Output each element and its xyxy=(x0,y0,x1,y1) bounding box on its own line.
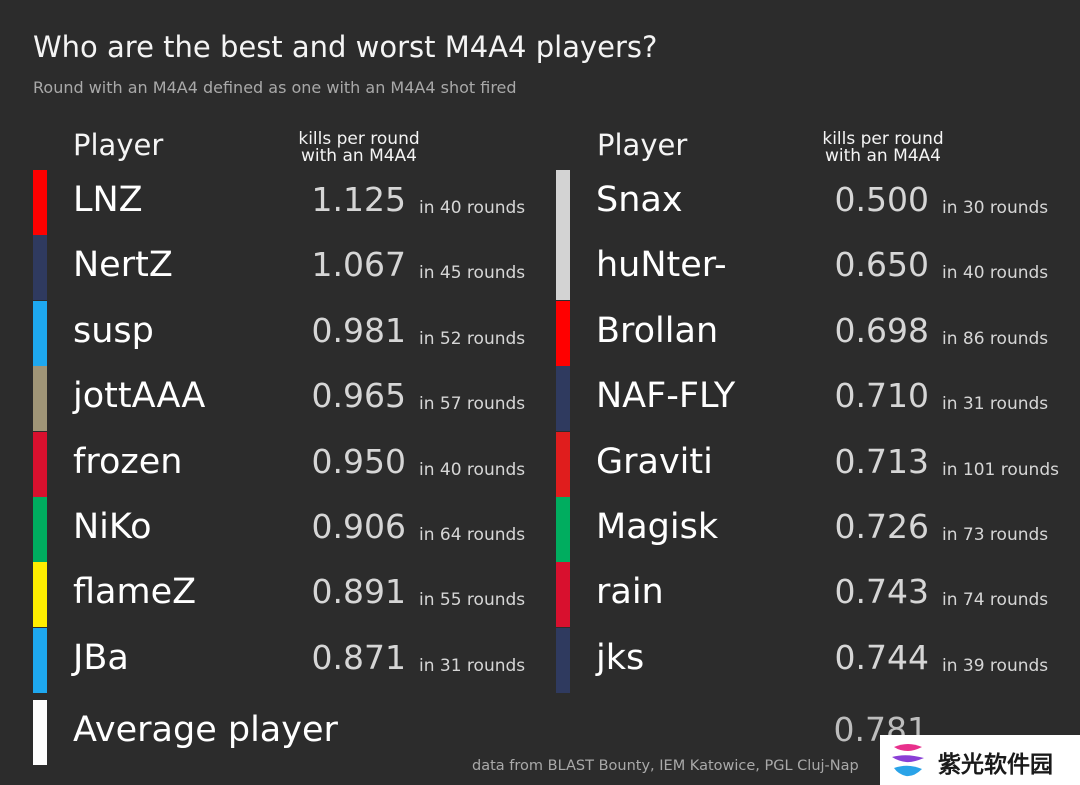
watermark-text: 紫光软件园 xyxy=(938,752,1053,778)
best-color-swatch xyxy=(33,562,47,628)
best-player-name: flameZ xyxy=(73,572,197,613)
best-rounds-count: in 55 rounds xyxy=(419,590,526,611)
best-rounds-count: in 45 rounds xyxy=(419,263,526,284)
worst-rounds-count: in 31 rounds xyxy=(942,394,1049,415)
worst-kills-per-round: 0.726 xyxy=(834,507,929,546)
worst-kills-per-round: 0.710 xyxy=(834,376,929,416)
best-player-name: jottAAA xyxy=(73,376,206,417)
best-row: NertZ 1.067 in 45 rounds xyxy=(33,235,543,301)
worst-rounds-count: in 101 rounds xyxy=(942,459,1059,480)
worst-player-name: Graviti xyxy=(596,441,713,482)
worst-kills-per-round: 0.650 xyxy=(834,245,929,285)
best-color-swatch xyxy=(33,235,47,301)
worst-player-name: Snax xyxy=(596,180,683,220)
right-metric-header-line1: kills per round xyxy=(822,129,944,149)
worst-rounds-count: in 39 rounds xyxy=(942,655,1049,676)
left-player-header: Player xyxy=(73,128,164,162)
worst-rounds-count: in 74 rounds xyxy=(942,590,1049,611)
worst-row: jks 0.744 in 39 rounds xyxy=(556,627,1066,693)
best-rounds-count: in 31 rounds xyxy=(419,655,526,676)
worst-color-swatch xyxy=(556,497,570,562)
best-color-swatch xyxy=(33,170,47,235)
best-row: frozen 0.950 in 40 rounds xyxy=(33,431,543,497)
best-player-name: JBa xyxy=(73,637,129,678)
best-color-swatch xyxy=(33,497,47,562)
best-row: flameZ 0.891 in 55 rounds xyxy=(33,562,543,628)
right-metric-header-line2: with an M4A4 xyxy=(825,146,941,166)
best-row: NiKo 0.906 in 64 rounds xyxy=(33,497,543,562)
best-player-name: NiKo xyxy=(73,507,152,547)
worst-row: Brollan 0.698 in 86 rounds xyxy=(556,300,1066,366)
best-color-swatch xyxy=(33,431,47,497)
worst-color-swatch xyxy=(556,170,570,235)
worst-rounds-count: in 73 rounds xyxy=(942,525,1049,545)
best-kills-per-round: 0.981 xyxy=(311,310,406,350)
worst-player-name: jks xyxy=(596,637,645,678)
average-color-swatch xyxy=(33,700,47,765)
worst-color-swatch xyxy=(556,627,570,693)
worst-player-name: NAF-FLY xyxy=(596,376,736,417)
chart-title: Who are the best and worst M4A4 players? xyxy=(33,30,658,64)
worst-kills-per-round: 0.698 xyxy=(834,310,929,350)
worst-row: Graviti 0.713 in 101 rounds xyxy=(556,431,1066,497)
best-player-name: NertZ xyxy=(73,245,173,286)
worst-kills-per-round: 0.500 xyxy=(834,180,929,219)
best-kills-per-round: 1.125 xyxy=(311,180,406,219)
best-rounds-count: in 52 rounds xyxy=(419,328,526,349)
best-row: JBa 0.871 in 31 rounds xyxy=(33,627,543,693)
best-rounds-count: in 64 rounds xyxy=(419,525,526,545)
best-kills-per-round: 0.950 xyxy=(311,441,406,481)
worst-color-swatch xyxy=(556,431,570,497)
chart-subtitle: Round with an M4A4 defined as one with a… xyxy=(33,78,517,97)
worst-color-swatch xyxy=(556,300,570,366)
best-row: LNZ 1.125 in 40 rounds xyxy=(33,170,543,235)
best-rounds-count: in 40 rounds xyxy=(419,198,526,218)
average-row: Average player 0.781 xyxy=(33,700,1033,765)
best-kills-per-round: 0.906 xyxy=(311,507,406,546)
left-metric-header: kills per round with an M4A4 xyxy=(264,131,454,165)
worst-row: Snax 0.500 in 30 rounds xyxy=(556,170,1066,235)
best-player-name: LNZ xyxy=(73,180,143,220)
watermark: 紫光软件园 xyxy=(880,735,1080,785)
worst-row: Magisk 0.726 in 73 rounds xyxy=(556,497,1066,562)
best-color-swatch xyxy=(33,366,47,432)
right-metric-header: kills per round with an M4A4 xyxy=(788,131,978,165)
worst-player-name: rain xyxy=(596,572,664,613)
best-row: jottAAA 0.965 in 57 rounds xyxy=(33,366,543,432)
best-row: susp 0.981 in 52 rounds xyxy=(33,300,543,366)
best-color-swatch xyxy=(33,627,47,693)
worst-rounds-count: in 86 rounds xyxy=(942,328,1049,349)
left-metric-header-line2: with an M4A4 xyxy=(301,146,417,166)
worst-color-swatch xyxy=(556,366,570,432)
worst-player-name: huNter- xyxy=(596,245,727,286)
worst-kills-per-round: 0.744 xyxy=(834,637,929,677)
worst-row: rain 0.743 in 74 rounds xyxy=(556,562,1066,628)
best-player-name: frozen xyxy=(73,441,183,482)
worst-color-swatch xyxy=(556,235,570,301)
data-source-note: data from BLAST Bounty, IEM Katowice, PG… xyxy=(472,758,859,774)
worst-rounds-count: in 40 rounds xyxy=(942,263,1049,284)
left-metric-header-line1: kills per round xyxy=(298,129,420,149)
best-player-name: susp xyxy=(73,310,154,351)
watermark-logo-icon xyxy=(892,744,924,777)
worst-row: huNter- 0.650 in 40 rounds xyxy=(556,235,1066,301)
best-color-swatch xyxy=(33,300,47,366)
worst-color-swatch xyxy=(556,562,570,628)
average-label: Average player xyxy=(73,710,338,750)
worst-kills-per-round: 0.713 xyxy=(834,441,929,481)
best-kills-per-round: 0.871 xyxy=(311,637,406,677)
best-kills-per-round: 1.067 xyxy=(311,245,406,285)
worst-player-name: Brollan xyxy=(596,310,719,351)
best-kills-per-round: 0.891 xyxy=(311,572,406,612)
worst-row: NAF-FLY 0.710 in 31 rounds xyxy=(556,366,1066,432)
best-kills-per-round: 0.965 xyxy=(311,376,406,416)
worst-rounds-count: in 30 rounds xyxy=(942,198,1049,218)
best-rounds-count: in 57 rounds xyxy=(419,394,526,415)
worst-kills-per-round: 0.743 xyxy=(834,572,929,612)
worst-player-name: Magisk xyxy=(596,507,719,547)
best-rounds-count: in 40 rounds xyxy=(419,459,526,480)
right-player-header: Player xyxy=(597,128,688,162)
